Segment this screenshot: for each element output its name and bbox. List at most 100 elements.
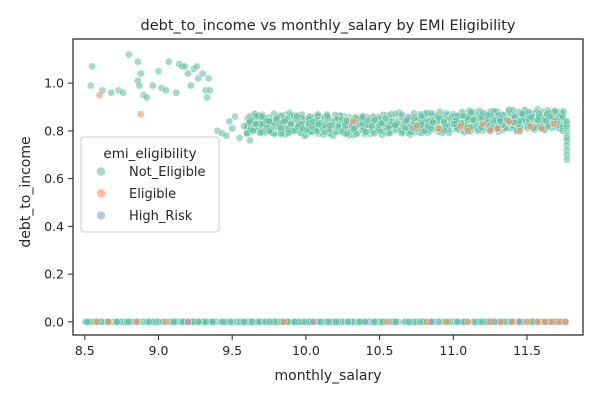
data-point-not-eligible bbox=[222, 131, 231, 140]
data-point-not-eligible bbox=[251, 119, 260, 128]
data-point-eligible bbox=[162, 318, 170, 326]
data-point-not-eligible bbox=[343, 129, 351, 138]
data-point-not-eligible bbox=[225, 117, 234, 126]
y-tick-label: 0.6 bbox=[44, 171, 64, 186]
data-point-not-eligible bbox=[469, 116, 478, 124]
data-point-not-eligible bbox=[231, 112, 239, 121]
data-point-not-eligible bbox=[357, 113, 366, 122]
data-point-not-eligible bbox=[107, 88, 116, 97]
data-point-not-eligible bbox=[113, 318, 121, 326]
data-point-not-eligible bbox=[247, 318, 256, 326]
x-tick-label: 9.0 bbox=[149, 343, 169, 358]
data-point-eligible bbox=[456, 122, 465, 130]
data-point-not-eligible bbox=[228, 124, 236, 133]
data-point-not-eligible bbox=[154, 67, 163, 76]
data-point-not-eligible bbox=[370, 318, 379, 326]
data-point-not-eligible bbox=[265, 117, 273, 126]
data-point-not-eligible bbox=[518, 110, 527, 119]
data-point-not-eligible bbox=[202, 318, 210, 326]
data-point-not-eligible bbox=[257, 112, 266, 121]
y-axis-ticks: 0.0 0.2 0.4 0.6 0.8 1.0 bbox=[44, 76, 73, 329]
data-point-not-eligible bbox=[235, 134, 244, 142]
x-axis-label: monthly_salary bbox=[275, 368, 382, 384]
data-point-not-eligible bbox=[367, 122, 376, 130]
data-point-not-eligible bbox=[83, 318, 92, 326]
data-point-not-eligible bbox=[440, 117, 448, 126]
data-point-not-eligible bbox=[124, 318, 133, 326]
data-point-not-eligible bbox=[551, 107, 559, 115]
data-point-eligible bbox=[549, 119, 558, 128]
x-axis-ticks: 8.5 9.0 9.5 10.0 10.5 11.0 11.5 bbox=[75, 335, 541, 358]
legend-high-risk-marker bbox=[96, 211, 106, 220]
data-point-not-eligible bbox=[417, 112, 426, 121]
data-point-not-eligible bbox=[559, 107, 568, 116]
x-tick-label: 10.5 bbox=[366, 343, 394, 358]
data-point-not-eligible bbox=[397, 110, 406, 119]
data-point-eligible bbox=[533, 318, 542, 326]
y-axis-label: debt_to_income bbox=[18, 136, 34, 247]
data-point-not-eligible bbox=[125, 50, 133, 59]
data-point-not-eligible bbox=[198, 69, 207, 78]
data-point-not-eligible bbox=[546, 112, 554, 121]
data-point-not-eligible bbox=[410, 109, 418, 118]
x-tick-label: 9.5 bbox=[222, 343, 242, 358]
legend-eligible-label: Eligible bbox=[129, 187, 176, 202]
data-point-not-eligible bbox=[344, 318, 352, 326]
data-point-eligible bbox=[464, 127, 472, 135]
data-point-not-eligible bbox=[325, 318, 333, 326]
data-point-not-eligible bbox=[377, 119, 386, 127]
data-point-not-eligible bbox=[88, 62, 96, 71]
data-point-not-eligible bbox=[527, 113, 536, 121]
data-point-high-risk bbox=[184, 318, 192, 326]
data-point-not-eligible bbox=[254, 318, 263, 326]
data-point-eligible bbox=[104, 318, 113, 326]
data-point-not-eligible bbox=[459, 111, 468, 120]
legend: emi_eligibility Not_Eligible Eligible High… bbox=[80, 136, 220, 233]
data-point-not-eligible bbox=[287, 120, 295, 128]
x-tick-label: 10.0 bbox=[292, 343, 320, 358]
data-point-eligible bbox=[523, 318, 531, 326]
y-tick-label: 0.4 bbox=[44, 219, 64, 234]
data-point-not-eligible bbox=[398, 129, 406, 138]
data-point-not-eligible bbox=[204, 74, 213, 83]
data-point-not-eligible bbox=[119, 88, 127, 97]
data-point-not-eligible bbox=[427, 109, 435, 117]
data-point-not-eligible bbox=[184, 69, 192, 78]
data-point-eligible bbox=[548, 318, 556, 326]
data-point-not-eligible bbox=[165, 57, 173, 66]
x-tick-label: 8.5 bbox=[75, 343, 95, 358]
data-point-not-eligible bbox=[134, 57, 142, 66]
data-point-eligible bbox=[505, 117, 514, 126]
data-point-not-eligible bbox=[562, 117, 571, 126]
chart-title: debt_to_income vs monthly_salary by EMI … bbox=[141, 18, 516, 34]
data-point-high-risk bbox=[309, 318, 318, 326]
data-point-not-eligible bbox=[298, 124, 307, 133]
x-tick-label: 11.5 bbox=[513, 343, 541, 358]
data-point-high-risk bbox=[361, 318, 369, 326]
data-point-not-eligible bbox=[534, 116, 543, 124]
legend-high-risk-label: High_Risk bbox=[129, 209, 193, 224]
data-point-not-eligible bbox=[496, 116, 505, 125]
data-point-eligible bbox=[412, 122, 421, 130]
data-point-not-eligible bbox=[284, 129, 293, 137]
data-point-not-eligible bbox=[362, 128, 370, 136]
data-point-high-risk bbox=[427, 318, 435, 326]
data-point-not-eligible bbox=[323, 111, 331, 120]
data-point-eligible bbox=[383, 318, 391, 326]
data-point-not-eligible bbox=[349, 124, 358, 133]
data-point-eligible bbox=[464, 318, 472, 326]
data-point-eligible bbox=[515, 127, 524, 135]
data-point-not-eligible bbox=[136, 69, 145, 78]
data-point-not-eligible bbox=[142, 93, 151, 102]
data-point-eligible bbox=[95, 91, 104, 99]
data-point-eligible bbox=[434, 124, 443, 133]
data-point-not-eligible bbox=[332, 318, 340, 326]
data-point-not-eligible bbox=[226, 318, 234, 326]
data-point-eligible bbox=[561, 318, 570, 326]
data-point-not-eligible bbox=[403, 116, 411, 124]
data-point-not-eligible bbox=[404, 318, 413, 326]
data-point-not-eligible bbox=[246, 136, 254, 145]
legend-box bbox=[80, 136, 220, 233]
data-point-not-eligible bbox=[384, 123, 393, 132]
